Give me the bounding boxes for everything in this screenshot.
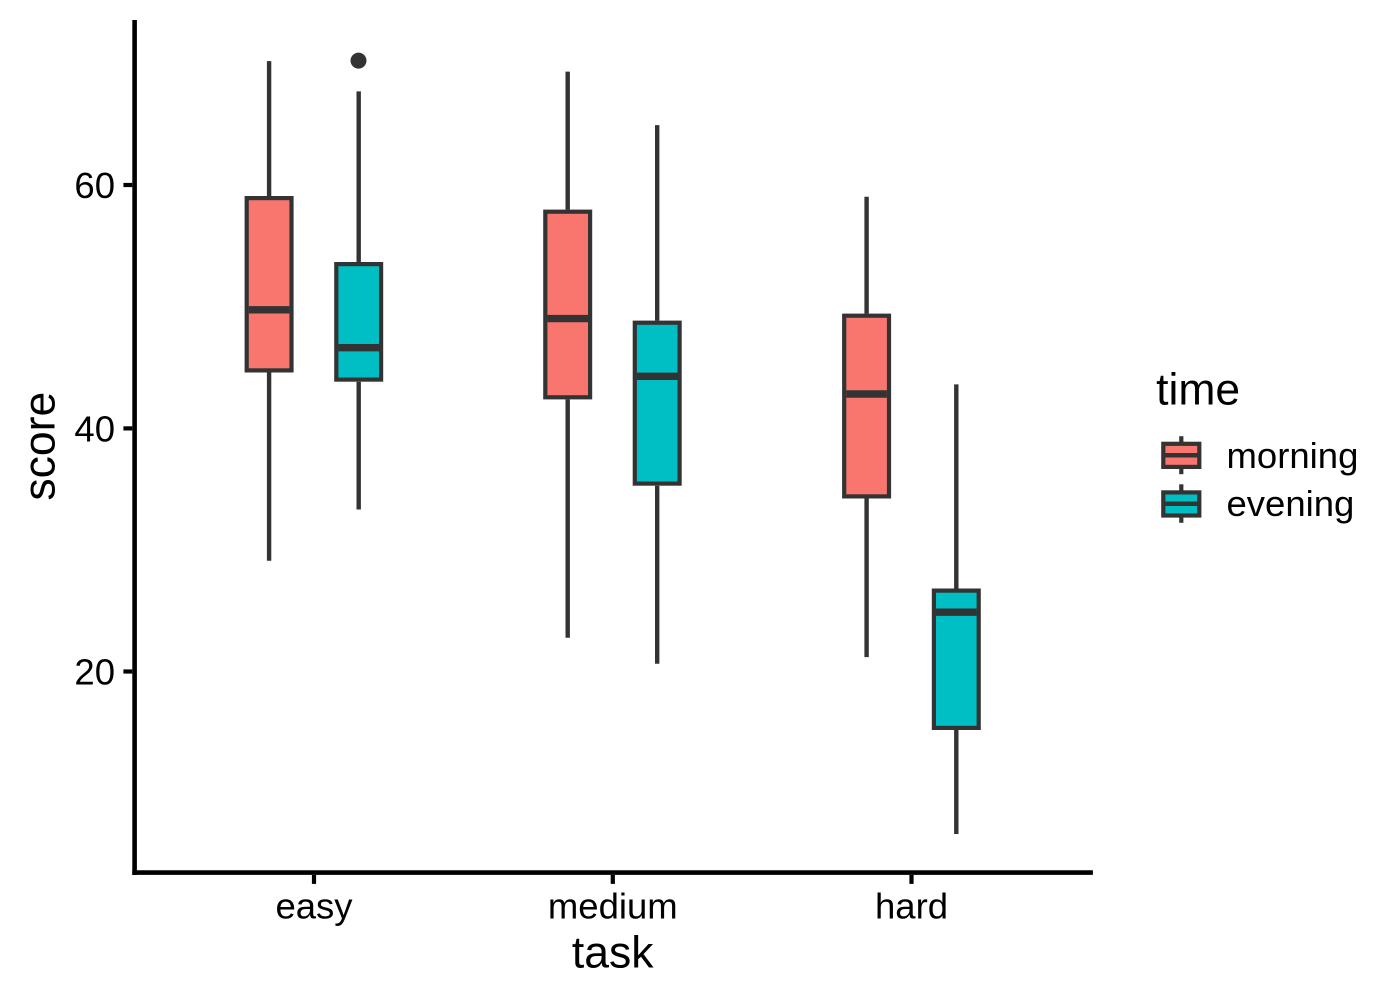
svg-text:time: time — [1156, 366, 1240, 415]
svg-text:60: 60 — [74, 165, 115, 206]
svg-text:morning: morning — [1227, 435, 1359, 476]
svg-text:easy: easy — [275, 885, 353, 926]
svg-text:task: task — [572, 929, 654, 978]
svg-text:medium: medium — [548, 885, 678, 926]
svg-text:evening: evening — [1227, 483, 1355, 524]
svg-text:40: 40 — [74, 408, 115, 449]
svg-text:score: score — [16, 392, 65, 501]
svg-text:20: 20 — [74, 652, 115, 693]
svg-text:hard: hard — [875, 885, 948, 926]
